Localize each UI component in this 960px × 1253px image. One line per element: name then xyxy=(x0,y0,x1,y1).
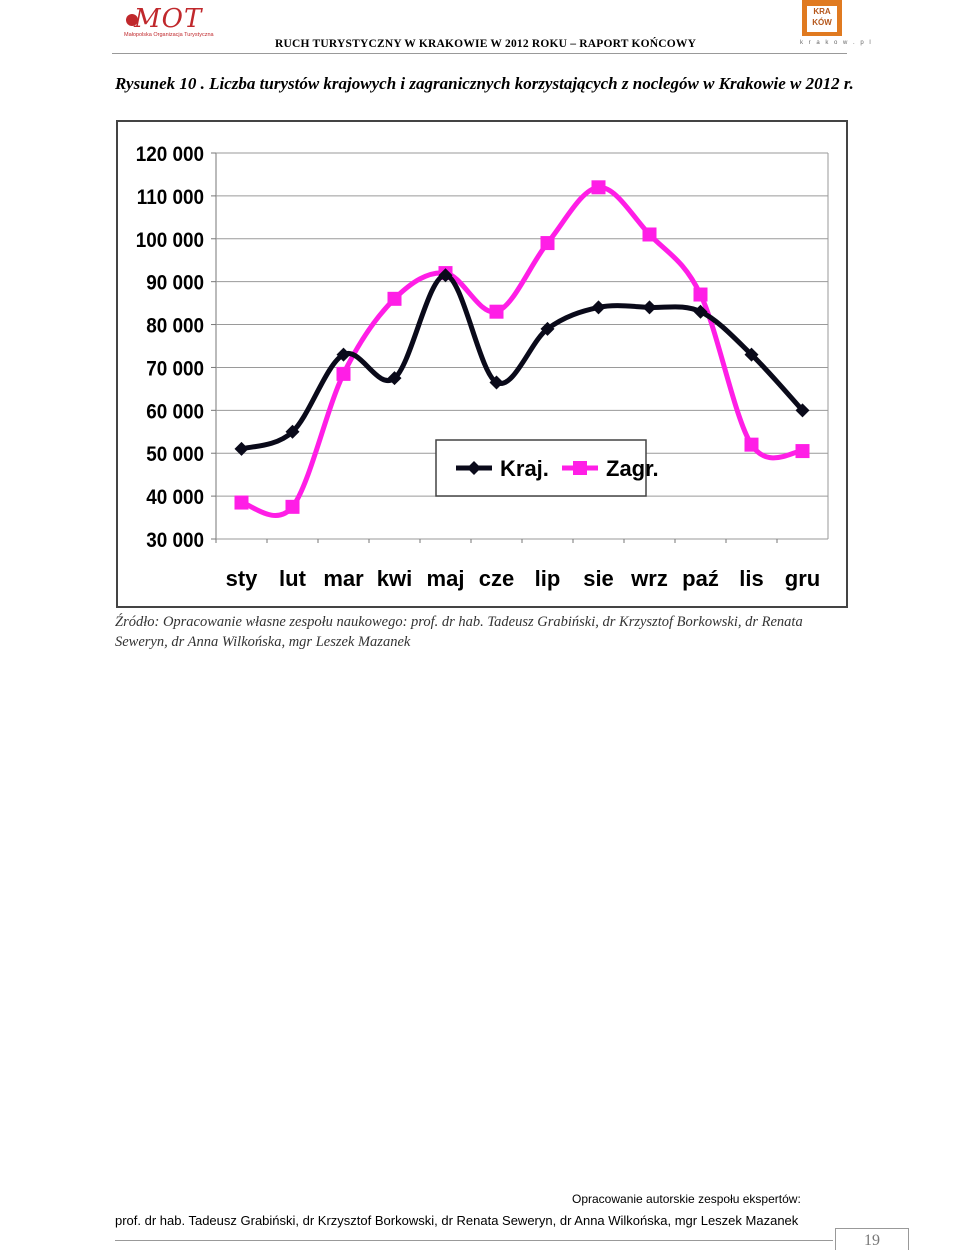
y-tick-label: 50 000 xyxy=(146,443,204,466)
data-point-kraj xyxy=(591,300,606,315)
x-tick-label: lip xyxy=(535,566,561,591)
y-tick-label: 40 000 xyxy=(146,486,204,509)
data-point-zagr xyxy=(642,227,657,242)
data-point-zagr xyxy=(387,291,402,306)
data-point-zagr xyxy=(540,236,555,251)
page-header: MOT Małopolska Organizacja Turystyczna R… xyxy=(0,0,960,56)
header-divider xyxy=(112,53,847,54)
data-point-zagr xyxy=(795,444,810,459)
data-point-zagr xyxy=(336,366,351,381)
data-point-kraj xyxy=(489,375,504,390)
page-number: 19 xyxy=(835,1228,909,1250)
data-point-kraj xyxy=(285,424,300,439)
data-point-zagr xyxy=(285,499,300,514)
data-point-kraj xyxy=(540,321,555,336)
data-point-zagr xyxy=(693,287,708,302)
data-point-kraj xyxy=(693,304,708,319)
legend-marker-kraj xyxy=(467,461,481,475)
y-tick-label: 30 000 xyxy=(146,529,204,552)
footer-label: Opracowanie autorskie zespołu ekspertów: xyxy=(572,1192,801,1206)
series-line-zagr xyxy=(240,184,803,518)
footer-authors: prof. dr hab. Tadeusz Grabiński, dr Krzy… xyxy=(115,1213,799,1228)
x-tick-label: wrz xyxy=(630,566,668,591)
data-point-zagr xyxy=(234,495,249,510)
data-point-kraj xyxy=(438,268,453,283)
x-tick-label: cze xyxy=(479,566,514,591)
x-tick-label: kwi xyxy=(377,566,412,591)
y-tick-label: 100 000 xyxy=(136,229,204,252)
y-tick-label: 90 000 xyxy=(146,272,204,295)
y-tick-label: 60 000 xyxy=(146,400,204,423)
y-tick-label: 80 000 xyxy=(146,315,204,338)
data-point-kraj xyxy=(234,441,249,456)
chart-frame: 120 000 110 000 100 000 90 000 80 000 70 000 6… xyxy=(116,120,848,608)
footer-divider xyxy=(115,1240,833,1241)
data-point-kraj xyxy=(387,371,402,386)
x-tick-label: sty xyxy=(226,566,259,591)
mot-logo-subtitle: Małopolska Organizacja Turystyczna xyxy=(124,32,214,38)
x-tick-label: mar xyxy=(323,566,364,591)
mot-logo: MOT Małopolska Organizacja Turystyczna xyxy=(120,4,214,42)
x-tick-label: paź xyxy=(682,566,719,591)
legend-label-kraj: Kraj. xyxy=(500,456,549,481)
data-point-zagr xyxy=(489,304,504,319)
data-point-kraj xyxy=(744,347,759,362)
legend-marker-zagr xyxy=(573,461,587,475)
figure-caption: Rysunek 10 . Liczba turystów krajowych i… xyxy=(115,74,854,93)
krakow-logo-url: k r a k o w . p l xyxy=(800,40,873,46)
data-point-zagr xyxy=(591,180,606,195)
y-tick-label: 110 000 xyxy=(137,186,204,209)
data-point-kraj xyxy=(336,347,351,362)
mot-logo-text: MOT xyxy=(134,4,203,34)
y-tick-label: 120 000 xyxy=(136,143,204,166)
legend-label-zagr: Zagr. xyxy=(606,456,659,481)
data-point-kraj xyxy=(795,403,810,418)
x-tick-label: gru xyxy=(785,566,820,591)
x-tick-label: sie xyxy=(583,566,614,591)
mot-logo-dot xyxy=(126,14,138,26)
data-point-kraj xyxy=(642,300,657,315)
krakow-logo: KRA KÓW k r a k o w . p l xyxy=(798,0,871,50)
source-note: Źródło: Opracowanie własne zespołu nauko… xyxy=(115,614,803,650)
x-tick-label: lis xyxy=(739,566,763,591)
report-title: RUCH TURYSTYCZNY W KRAKOWIE W 2012 ROKU … xyxy=(275,38,697,50)
krakow-logo-text: KRA KÓW xyxy=(807,6,837,32)
data-point-zagr xyxy=(744,437,759,452)
line-chart: 120 000 110 000 100 000 90 000 80 000 70 000 6… xyxy=(136,143,829,591)
x-tick-label: maj xyxy=(427,566,465,591)
y-tick-label: 70 000 xyxy=(146,358,204,381)
x-tick-label: lut xyxy=(279,566,307,591)
